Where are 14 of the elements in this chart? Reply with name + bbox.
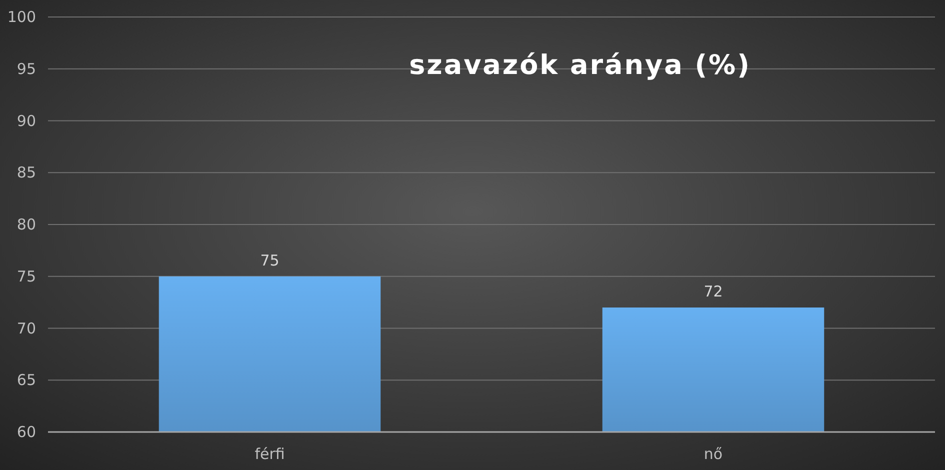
y-tick-label: 85 (16, 164, 36, 182)
y-tick-label: 100 (7, 8, 36, 26)
data-label: 75 (260, 251, 280, 270)
y-tick-label: 95 (16, 60, 36, 78)
y-tick-label: 80 (16, 216, 36, 234)
text: szavazók aránya (%) (409, 50, 751, 81)
x-tick-label: nő (704, 445, 723, 463)
y-tick-label: 90 (16, 112, 36, 130)
y-tick-label: 65 (16, 371, 36, 390)
y-tick-label: 70 (16, 319, 36, 338)
y-tick-label: 75 (16, 267, 36, 286)
x-tick-label: férfi (254, 445, 285, 463)
y-tick-label: 60 (16, 423, 36, 441)
data-label: 72 (704, 282, 723, 300)
